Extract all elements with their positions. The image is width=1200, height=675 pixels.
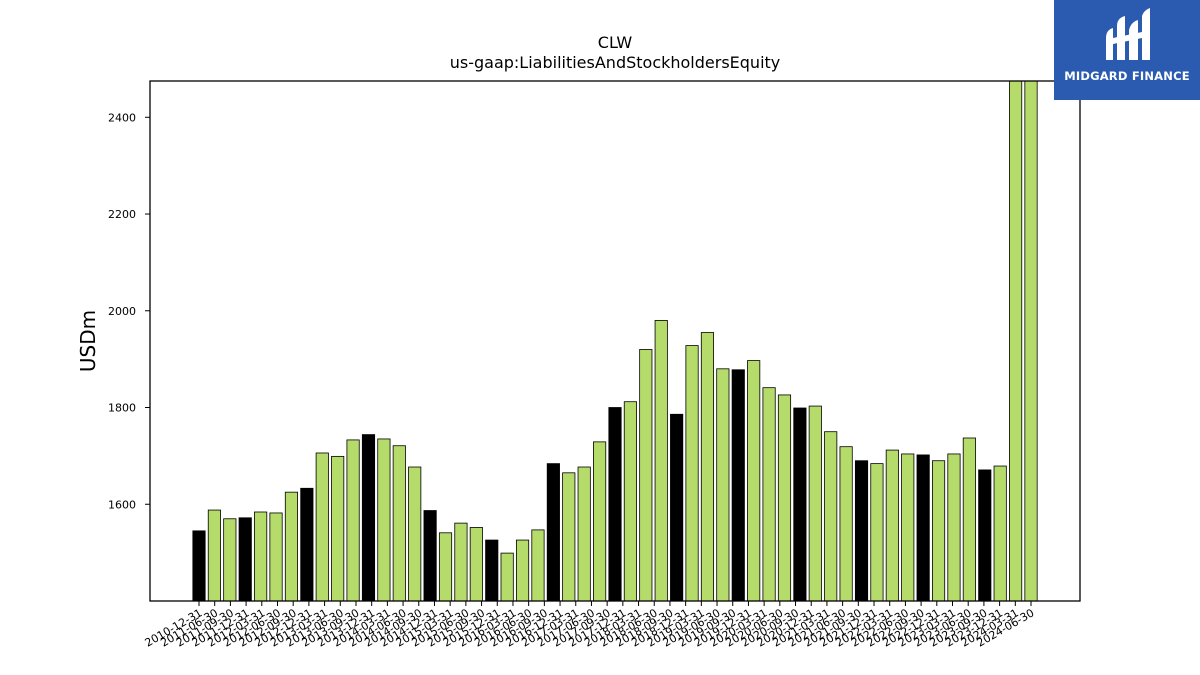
bar-2016-09-30 bbox=[546, 463, 560, 602]
y-tick-label: 1800 bbox=[108, 402, 136, 415]
bar-2014-09-30 bbox=[423, 510, 437, 602]
bar-2016-12-31 bbox=[562, 472, 576, 602]
bar-2013-03-31 bbox=[331, 455, 345, 602]
bar-2014-03-31 bbox=[392, 445, 406, 602]
bar-2020-06-30 bbox=[777, 394, 792, 602]
bar-2021-06-30 bbox=[839, 446, 853, 602]
plot-frame bbox=[149, 80, 1081, 602]
bars-group bbox=[192, 80, 1038, 602]
bar-2011-09-30 bbox=[238, 517, 252, 602]
bar-2011-06-30 bbox=[223, 518, 237, 602]
bar-2024-03-31 bbox=[1009, 80, 1023, 602]
y-tick-label: 1600 bbox=[108, 498, 136, 511]
bar-2011-12-31 bbox=[254, 511, 268, 602]
bar-2019-03-31 bbox=[700, 332, 715, 602]
bar-2018-06-30 bbox=[654, 320, 668, 602]
bar-2016-06-30 bbox=[531, 529, 545, 602]
bar-2022-03-31 bbox=[885, 449, 899, 602]
bar-2017-09-30 bbox=[608, 407, 622, 602]
bar-2018-03-31 bbox=[639, 349, 653, 602]
y-axis: 1600 1800 2000 2200 2400 bbox=[108, 111, 150, 511]
bar-2019-06-30 bbox=[716, 368, 730, 602]
bar-2024-06-30 bbox=[1024, 80, 1038, 602]
bar-2022-09-30 bbox=[916, 454, 930, 602]
y-tick-label: 2400 bbox=[108, 111, 136, 124]
bar-2012-09-30 bbox=[300, 487, 314, 602]
bar-2019-12-31 bbox=[747, 360, 761, 602]
x-axis: 2010-12-312011-06-302011-09-302011-12-31… bbox=[143, 601, 1037, 650]
bar-2017-06-30 bbox=[593, 441, 607, 602]
bar-2021-03-31 bbox=[824, 431, 838, 602]
midgard-logo-mark-icon bbox=[1106, 8, 1150, 60]
chart-subtitle: us-gaap:LiabilitiesAndStockholdersEquity bbox=[450, 53, 781, 72]
bar-2010-12-31 bbox=[192, 530, 206, 602]
bar-2015-06-30 bbox=[469, 527, 483, 602]
bar-2021-09-30 bbox=[854, 460, 869, 602]
bar-2012-06-30 bbox=[284, 491, 299, 602]
bar-2014-12-31 bbox=[438, 532, 453, 602]
bar-2013-12-31 bbox=[377, 438, 391, 602]
bar-2017-12-31 bbox=[623, 401, 637, 602]
bar-2018-09-30 bbox=[670, 413, 684, 602]
bar-2023-06-30 bbox=[962, 437, 976, 602]
bar-2021-12-31 bbox=[870, 463, 884, 602]
bar-2017-03-31 bbox=[577, 466, 591, 602]
bar-2015-03-31 bbox=[454, 522, 468, 602]
bar-2020-09-30 bbox=[793, 407, 807, 602]
y-tick-label: 2000 bbox=[108, 305, 136, 318]
bar-2022-06-30 bbox=[901, 453, 915, 602]
bar-2013-06-30 bbox=[346, 439, 360, 602]
bar-2022-12-31 bbox=[931, 460, 946, 602]
bar-2014-06-30 bbox=[408, 466, 422, 602]
bar-2023-03-31 bbox=[947, 453, 961, 602]
bar-2016-03-31 bbox=[515, 539, 530, 602]
bar-2023-12-31 bbox=[993, 465, 1007, 602]
bar-2018-12-31 bbox=[685, 345, 699, 602]
y-tick-label: 2200 bbox=[108, 208, 136, 221]
chart-title: CLW bbox=[598, 33, 633, 52]
bar-2012-03-31 bbox=[269, 512, 283, 602]
bar-2019-09-30 bbox=[731, 369, 745, 602]
bar-2011-03-31 bbox=[207, 509, 221, 602]
bar-2020-03-31 bbox=[762, 387, 776, 602]
bar-2020-12-31 bbox=[808, 405, 822, 602]
bar-2013-09-30 bbox=[361, 434, 376, 602]
bar-2012-12-31 bbox=[315, 452, 329, 602]
bar-2015-12-31 bbox=[500, 552, 514, 602]
brand-name: MIDGARD FINANCE bbox=[1064, 69, 1190, 83]
brand-logo: MIDGARD FINANCE bbox=[1054, 0, 1200, 100]
bar-2015-09-30 bbox=[485, 539, 499, 602]
bar-2023-09-30 bbox=[978, 469, 992, 602]
y-axis-label: USDm bbox=[76, 310, 100, 372]
